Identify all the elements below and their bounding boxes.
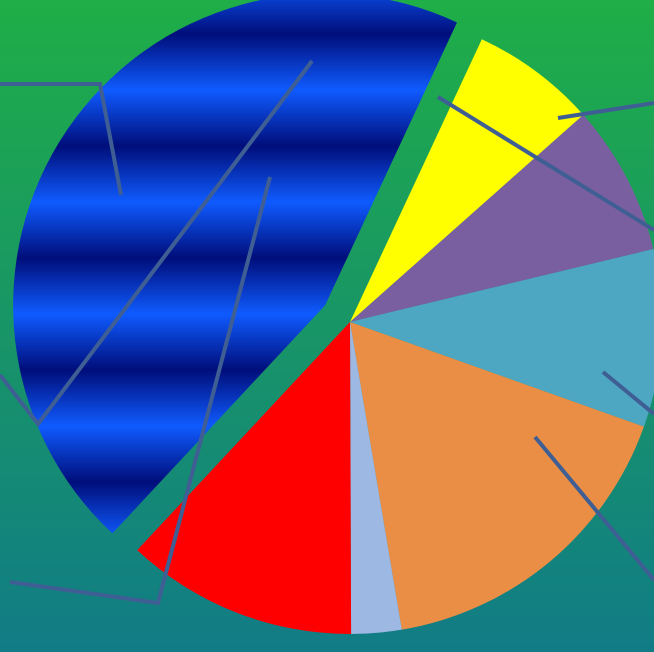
- pie-slice-2: [350, 39, 584, 322]
- leader-line-6: [601, 370, 654, 416]
- leader-lines: [0, 59, 654, 606]
- pie-slice-3: [350, 114, 654, 322]
- pie-slice-6: [350, 322, 402, 634]
- leader-line-2: [0, 59, 314, 428]
- pie-slices: [13, 0, 654, 635]
- leader-line-1: [0, 82, 123, 196]
- leader-line-4: [436, 95, 654, 232]
- leader-line-5: [557, 101, 654, 120]
- leader-line-3: [9, 176, 272, 606]
- pie-slice-5: [350, 322, 644, 630]
- leader-line-7: [533, 435, 654, 582]
- pie-slice-4: [350, 249, 654, 427]
- pie-slice-7: [137, 322, 352, 635]
- pie-slice-1: [13, 0, 457, 534]
